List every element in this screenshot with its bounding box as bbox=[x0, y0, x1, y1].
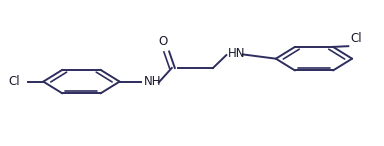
Text: HN: HN bbox=[228, 47, 246, 60]
Text: NH: NH bbox=[144, 75, 162, 88]
Text: O: O bbox=[159, 35, 168, 48]
Text: Cl: Cl bbox=[350, 32, 362, 45]
Text: Cl: Cl bbox=[9, 75, 20, 88]
